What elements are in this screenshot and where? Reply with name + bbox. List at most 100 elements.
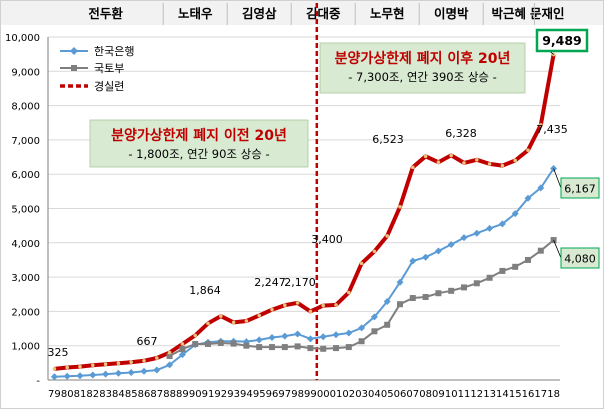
era-header-band xyxy=(0,0,604,25)
x-tick-label: 16 xyxy=(522,389,535,400)
point-gyeong-5 xyxy=(116,361,121,365)
point-gukto-25 xyxy=(371,328,378,335)
point-hanguk-30 xyxy=(434,247,442,255)
point-gyeong-36 xyxy=(513,158,517,163)
point-gyeong-33 xyxy=(475,157,479,162)
x-tick-label: 88 xyxy=(163,389,176,400)
data-label: 2,170 xyxy=(284,276,316,289)
point-hanguk-34 xyxy=(486,224,494,232)
y-tick-label: 7,000 xyxy=(11,136,40,147)
x-tick-label: 02 xyxy=(342,389,355,400)
era-label: 김대중 xyxy=(306,6,341,21)
x-tick-label: 00 xyxy=(317,389,330,400)
point-hanguk-5 xyxy=(114,369,122,377)
x-tick-label: 85 xyxy=(125,389,138,400)
data-label: 325 xyxy=(48,346,69,359)
y-tick-label: 6,000 xyxy=(11,170,40,181)
point-hanguk-10 xyxy=(178,351,186,359)
x-tick-label: 87 xyxy=(150,389,163,400)
x-tick-label: 96 xyxy=(266,389,279,400)
era-label: 문재인 xyxy=(530,6,565,21)
data-label: 9,489 xyxy=(542,33,582,48)
point-gyeong-38 xyxy=(539,123,543,127)
data-label: 2,247 xyxy=(254,276,286,289)
point-gukto-16 xyxy=(256,344,263,351)
point-gyeong-25 xyxy=(372,249,377,254)
annotation-subtitle: - 1,800조, 연간 90조 상승 - xyxy=(128,147,269,161)
annotation-title: 분양가상한제 폐지 이후 20년 xyxy=(335,50,511,67)
point-gukto-9 xyxy=(166,352,173,359)
y-tick-label: 4,000 xyxy=(11,239,40,250)
data-label-box xyxy=(560,177,600,199)
point-hanguk-33 xyxy=(473,229,481,237)
x-tick-label: 06 xyxy=(394,389,407,400)
point-gyeong-0 xyxy=(52,367,57,371)
x-tick-label: 04 xyxy=(368,389,381,400)
point-gyeong-24 xyxy=(359,261,364,266)
x-tick-label: 11 xyxy=(458,389,471,400)
era-label: 전두환 xyxy=(88,6,123,21)
point-hanguk-29 xyxy=(422,253,430,261)
y-tick-label: 9,000 xyxy=(11,67,40,78)
point-gyeong-32 xyxy=(462,161,466,165)
point-hanguk-24 xyxy=(358,324,366,332)
point-gukto-18 xyxy=(281,344,288,351)
x-tick-label: 95 xyxy=(253,389,266,400)
legend-label: 한국은행 xyxy=(94,45,134,58)
point-gyeong-11 xyxy=(193,333,197,338)
point-gyeong-3 xyxy=(91,363,95,368)
x-tick-label: 92 xyxy=(214,389,227,400)
point-gyeong-6 xyxy=(129,360,133,364)
x-tick-label: 98 xyxy=(291,389,304,400)
x-tick-label: 05 xyxy=(381,389,394,400)
point-hanguk-37 xyxy=(524,194,532,202)
point-gyeong-31 xyxy=(449,153,454,158)
point-hanguk-36 xyxy=(511,210,519,218)
x-tick-label: 90 xyxy=(189,389,202,400)
point-hanguk-35 xyxy=(498,220,506,228)
point-hanguk-2 xyxy=(76,372,84,380)
point-hanguk-19 xyxy=(294,330,302,338)
point-gukto-31 xyxy=(448,287,455,294)
point-hanguk-16 xyxy=(255,336,263,344)
point-hanguk-32 xyxy=(460,234,468,242)
point-gukto-32 xyxy=(461,284,467,291)
point-gyeong-28 xyxy=(411,165,415,170)
point-gukto-19 xyxy=(294,343,301,350)
legend-marker xyxy=(71,65,77,71)
x-tick-label: 84 xyxy=(112,389,125,400)
y-tick-label: 8,000 xyxy=(11,102,40,113)
data-label: 6,328 xyxy=(445,127,477,140)
point-gyeong-23 xyxy=(347,290,351,295)
x-tick-label: 13 xyxy=(483,389,496,400)
y-tick-label: 3,000 xyxy=(11,273,40,284)
x-tick-label: 79 xyxy=(48,389,61,400)
x-tick-label: 12 xyxy=(470,389,483,400)
point-gukto-29 xyxy=(422,293,429,300)
point-gyeong-12 xyxy=(206,321,210,326)
x-tick-label: 03 xyxy=(355,389,368,400)
era-label: 박근혜 xyxy=(492,6,527,21)
x-tick-label: 91 xyxy=(202,389,215,400)
point-hanguk-21 xyxy=(319,333,327,341)
data-label: 6,167 xyxy=(564,183,596,196)
era-label: 김영삼 xyxy=(242,6,277,21)
point-gyeong-16 xyxy=(257,313,262,318)
point-hanguk-4 xyxy=(102,370,110,378)
leader-line xyxy=(553,168,562,189)
point-hanguk-17 xyxy=(268,333,276,341)
point-gukto-17 xyxy=(269,344,275,351)
x-tick-label: 99 xyxy=(304,389,317,400)
point-gyeong-22 xyxy=(334,303,338,307)
point-gyeong-27 xyxy=(398,204,402,209)
era-label: 이명박 xyxy=(434,6,469,21)
point-gyeong-37 xyxy=(526,148,530,152)
point-gukto-36 xyxy=(512,263,519,270)
annotation-box xyxy=(319,42,526,94)
point-gukto-33 xyxy=(473,280,480,287)
point-hanguk-38 xyxy=(537,184,545,192)
point-gukto-34 xyxy=(486,274,493,281)
annotation-box xyxy=(89,119,309,168)
x-tick-label: 18 xyxy=(547,389,560,400)
